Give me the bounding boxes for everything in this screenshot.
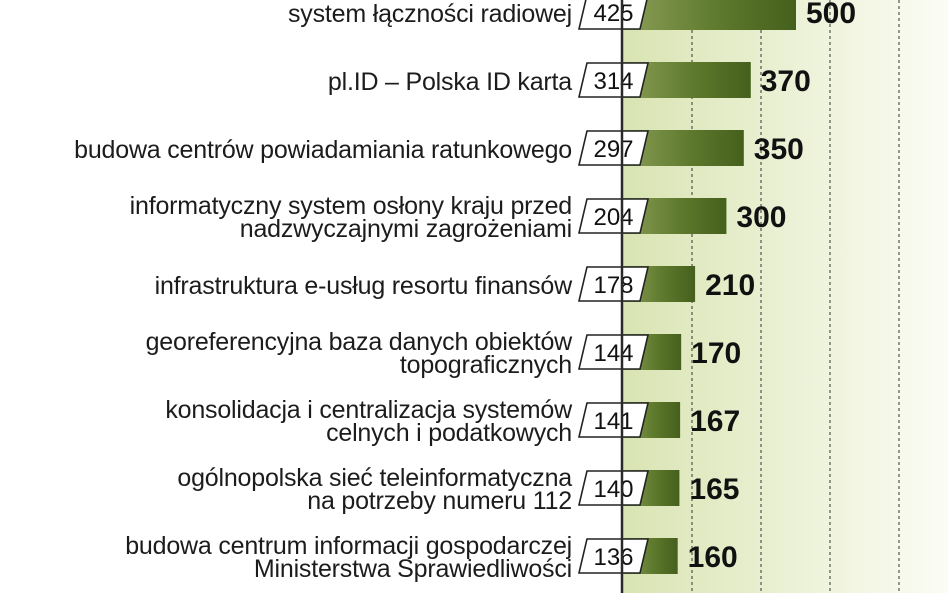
bar (622, 0, 796, 30)
value-label-series-2: 500 (806, 0, 856, 30)
category-label-line: Ministerstwa Sprawiedliwości (253, 555, 572, 583)
value-label-series-1: 425 (593, 0, 633, 27)
value-label-series-2: 170 (691, 337, 741, 370)
category-label-line: na potrzeby numeru 112 (307, 487, 572, 515)
value-label-series-2: 167 (690, 405, 740, 438)
category-label-line: georeferencyjna baza danych obiektów (145, 328, 573, 356)
value-label-series-1: 297 (593, 136, 633, 163)
category-label-line: nadzwyczajnymi zagrożeniami (239, 215, 572, 243)
value-label-series-2: 300 (736, 201, 786, 234)
value-label-series-1: 314 (593, 68, 633, 95)
value-box (577, 266, 650, 302)
category-label-line: topograficznych (399, 351, 572, 379)
value-box (577, 402, 650, 438)
value-label-series-1: 140 (593, 476, 633, 503)
category-label-line: informatyczny system osłony kraju przed (129, 192, 573, 220)
category-label-line: infrastruktura e-usług resortu finansów (154, 271, 573, 300)
category-label-line: system łączności radiowej (288, 0, 572, 28)
category-label: infrastruktura e-usług resortu finansów (154, 271, 573, 300)
value-box (577, 198, 650, 234)
value-label-series-1: 136 (593, 544, 633, 571)
category-label-line: budowa centrum informacji gospodarczej (125, 532, 572, 560)
category-label: konsolidacja i centralizacja systemów cel… (165, 396, 572, 447)
category-label: pl.ID – Polska ID karta (327, 67, 572, 96)
value-box (577, 470, 650, 506)
category-label-line: budowa centrów powiadamiania ratunkowego (74, 135, 572, 164)
category-label-line: ogólnopolska sieć teleinformatyczna (177, 464, 572, 492)
category-label-line: konsolidacja i centralizacja systemów (165, 396, 572, 424)
value-box (577, 0, 648, 30)
value-label-series-2: 210 (705, 269, 755, 302)
value-label-series-1: 144 (593, 340, 633, 367)
value-label-series-2: 350 (754, 133, 804, 166)
value-label-series-2: 160 (688, 541, 738, 574)
category-label-line: celnych i podatkowych (326, 419, 572, 447)
category-label: budowa centrum informacji gospodarczej Mi… (125, 532, 572, 583)
category-label-line: pl.ID – Polska ID karta (327, 67, 572, 96)
category-label: georeferencyjna baza danych obiektów topo… (145, 328, 573, 379)
category-label: informatyczny system osłony kraju przed n… (129, 192, 573, 243)
category-label: budowa centrów powiadamiania ratunkowego (74, 135, 572, 164)
value-box (577, 130, 650, 166)
value-label-series-1: 141 (593, 408, 633, 435)
value-label-series-2: 370 (761, 65, 811, 98)
value-label-series-1: 178 (593, 272, 633, 299)
value-box (577, 62, 650, 98)
value-box (577, 334, 650, 370)
value-label-series-2: 165 (689, 473, 739, 506)
value-label-series-1: 204 (593, 204, 633, 231)
category-label: ogólnopolska sieć teleinformatyczna na po… (177, 464, 572, 515)
value-box (577, 538, 650, 574)
category-label: system łączności radiowej (288, 0, 572, 28)
